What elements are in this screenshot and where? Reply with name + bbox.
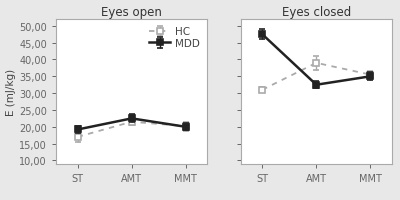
Title: Eyes open: Eyes open	[101, 6, 162, 19]
Title: Eyes closed: Eyes closed	[282, 6, 351, 19]
Legend: HC, MDD: HC, MDD	[147, 25, 202, 51]
Y-axis label: E (mJ/kg): E (mJ/kg)	[6, 69, 16, 115]
